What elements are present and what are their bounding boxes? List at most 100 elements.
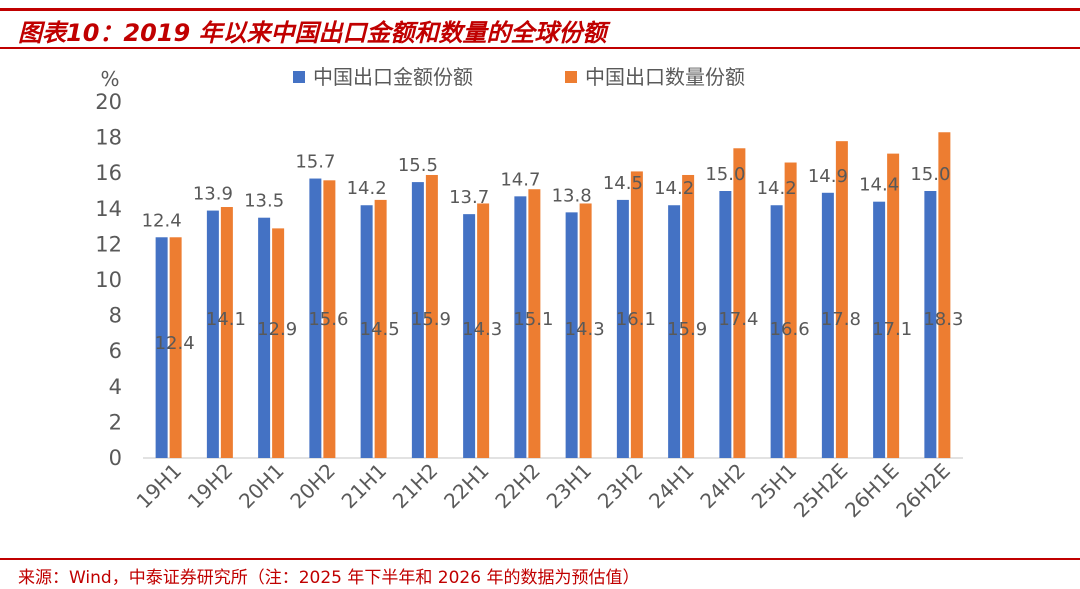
y-axis-unit: % (100, 67, 119, 91)
x-tick-label: 21H1 (337, 459, 392, 514)
bar-amount-share (565, 212, 578, 458)
bar-volume-share (682, 174, 695, 458)
y-tick-label: 14 (95, 197, 122, 221)
bar-volume-share (887, 153, 900, 458)
x-tick-label: 21H2 (388, 459, 443, 514)
data-label-volume: 12.9 (257, 319, 297, 340)
bar-chart: % 0 2 4 6 8 10 12 14 16 18 20 中国出口金额份额 中国出口数量份额 12.4 12… (95, 65, 963, 523)
y-tick-label: 12 (95, 232, 122, 256)
x-tick-label: 20H1 (234, 459, 289, 514)
bar-amount-share (411, 182, 424, 458)
y-tick-label: 10 (95, 268, 122, 292)
data-label-volume: 18.3 (923, 309, 963, 330)
data-label-amount: 15.7 (295, 152, 335, 173)
bar-volume-share (784, 162, 797, 458)
y-tick-label: 18 (95, 126, 122, 150)
data-label-volume: 16.6 (770, 319, 810, 340)
legend-swatch-1 (293, 71, 305, 83)
bar-amount-share (719, 191, 732, 458)
bar-amount-share (206, 210, 219, 458)
data-label-amount: 14.7 (500, 169, 540, 190)
data-label-volume: 17.4 (718, 309, 758, 330)
data-label-volume: 15.6 (308, 309, 348, 330)
y-tick-label: 4 (109, 375, 122, 399)
bar-amount-share (821, 192, 834, 458)
data-label-amount: 13.7 (449, 187, 489, 208)
data-label-volume: 14.3 (565, 319, 605, 340)
chart-title: 图表10：2019 年以来中国出口金额和数量的全球份额 (18, 19, 607, 47)
y-tick-label: 2 (109, 410, 122, 434)
data-label-volume: 17.1 (872, 319, 912, 340)
bottom-rule (0, 558, 1080, 560)
x-tick-label: 25H2E (789, 459, 853, 523)
y-tick-label: 0 (109, 446, 122, 470)
x-tick-label: 26H2E (891, 459, 955, 523)
data-label-amount: 12.4 (142, 210, 182, 231)
bar-volume-share (425, 174, 438, 458)
data-label-amount: 14.5 (603, 173, 643, 194)
x-tick-label: 19H2 (183, 459, 238, 514)
bar-volume-share (169, 237, 182, 458)
bar-amount-share (668, 205, 681, 458)
x-tick-label: 24H1 (644, 459, 699, 514)
bar-volume-share (733, 148, 746, 458)
bar-amount-share (514, 196, 527, 458)
data-label-amount: 15.0 (705, 164, 745, 185)
y-tick-label: 8 (109, 304, 122, 328)
data-label-amount: 15.5 (398, 155, 438, 176)
bar-amount-share (309, 178, 322, 459)
bar-amount-share (155, 237, 168, 458)
x-tick-label: 23H1 (542, 459, 597, 514)
bar-volume-share (528, 189, 541, 458)
y-tick-label: 20 (95, 90, 122, 114)
data-label-amount: 13.5 (244, 191, 284, 212)
x-tick-label: 24H2 (695, 459, 750, 514)
x-tick-label: 19H1 (132, 459, 187, 514)
bar-volume-share (630, 171, 643, 459)
source-note: 来源：Wind，中泰证券研究所（注：2025 年下半年和 2026 年的数据为预… (18, 568, 640, 588)
data-label-amount: 14.2 (654, 178, 694, 199)
bar-volume-share (477, 203, 490, 458)
data-label-volume: 12.4 (155, 333, 195, 354)
bar-amount-share (258, 217, 271, 458)
legend-label-1: 中国出口金额份额 (313, 65, 473, 89)
data-label-volume: 14.1 (206, 309, 246, 330)
x-tick-label: 23H2 (593, 459, 648, 514)
bar-amount-share (463, 214, 476, 458)
legend-swatch-2 (565, 71, 577, 83)
data-label-amount: 15.0 (910, 164, 950, 185)
data-label-amount: 14.9 (808, 166, 848, 187)
bar-volume-share (272, 228, 285, 458)
bar-amount-share (360, 205, 373, 458)
bar-volume-share (323, 180, 336, 458)
bar-amount-share (770, 205, 783, 458)
x-tick-label: 22H2 (490, 459, 545, 514)
bar-amount-share (924, 191, 937, 458)
data-label-volume: 15.9 (411, 309, 451, 330)
bar-volume-share (374, 199, 387, 458)
data-label-amount: 14.2 (347, 178, 387, 199)
bar-volume-share (579, 203, 592, 458)
top-rule (0, 8, 1080, 11)
data-label-volume: 16.1 (616, 309, 656, 330)
data-label-amount: 13.9 (193, 184, 233, 205)
data-label-volume: 15.1 (513, 309, 553, 330)
legend-label-2: 中国出口数量份额 (585, 65, 745, 89)
y-tick-label: 16 (95, 161, 122, 185)
data-label-volume: 14.3 (462, 319, 502, 340)
bar-volume-share (938, 132, 951, 458)
data-label-amount: 14.2 (757, 178, 797, 199)
x-tick-label: 22H1 (439, 459, 494, 514)
bar-amount-share (616, 199, 629, 458)
bar-volume-share (220, 207, 233, 458)
bar-amount-share (873, 201, 886, 458)
data-label-amount: 14.4 (859, 175, 899, 196)
x-tick-label: 20H2 (285, 459, 340, 514)
x-tick-label: 26H1E (840, 459, 904, 523)
y-tick-label: 6 (109, 339, 122, 363)
data-label-volume: 17.8 (821, 309, 861, 330)
data-label-amount: 13.8 (552, 185, 592, 206)
data-label-volume: 14.5 (360, 319, 400, 340)
data-label-volume: 15.9 (667, 319, 707, 340)
bar-volume-share (835, 141, 848, 458)
